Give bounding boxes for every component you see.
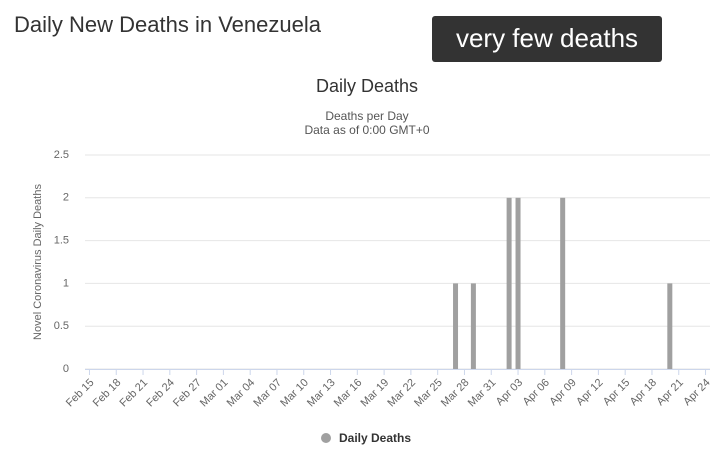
- x-tick-label: Mar 04: [225, 377, 258, 410]
- x-tick-label: Mar 07: [251, 377, 284, 410]
- bar: [470, 283, 476, 369]
- x-tick-label: Mar 22: [385, 377, 418, 410]
- x-tick-label: Apr 09: [547, 377, 578, 408]
- x-tick-label: Mar 10: [278, 377, 311, 410]
- y-tick-label: 2: [63, 192, 69, 204]
- x-tick-label: Mar 31: [466, 377, 499, 410]
- bar: [667, 283, 673, 369]
- legend-marker: [321, 433, 331, 443]
- x-tick-label: Apr 18: [628, 377, 659, 408]
- x-tick-label: Feb 18: [91, 377, 124, 410]
- x-tick-label: Mar 28: [439, 377, 472, 410]
- bar: [506, 197, 512, 369]
- chart-subtitle: Deaths per Day: [325, 109, 408, 123]
- x-tick-label: Mar 13: [305, 377, 338, 410]
- x-tick-label: Apr 15: [601, 377, 632, 408]
- bar: [560, 197, 566, 369]
- x-tick-label: Feb 24: [144, 377, 177, 410]
- y-tick-label: 0: [63, 363, 69, 375]
- bar: [453, 283, 459, 369]
- bar: [515, 197, 521, 369]
- chart-subtitle: Data as of 0:00 GMT+0: [304, 123, 429, 137]
- y-tick-label: 0.5: [54, 320, 69, 332]
- y-tick-label: 2.5: [54, 149, 69, 161]
- x-tick-label: Apr 06: [521, 377, 552, 408]
- x-tick-label: Mar 25: [412, 377, 445, 410]
- x-tick-label: Feb 27: [171, 377, 204, 410]
- badge: very few deaths: [456, 23, 638, 53]
- x-tick-label: Mar 01: [198, 377, 231, 410]
- x-tick-label: Apr 24: [681, 377, 712, 408]
- x-tick-label: Apr 03: [494, 377, 525, 408]
- legend-label[interactable]: Daily Deaths: [339, 431, 411, 445]
- x-tick-label: Feb 15: [64, 377, 97, 410]
- x-tick-label: Apr 21: [655, 377, 686, 408]
- y-axis-title: Novel Coronavirus Daily Deaths: [32, 184, 44, 340]
- x-tick-label: Mar 19: [359, 377, 392, 410]
- chart-title: Daily Deaths: [316, 76, 418, 96]
- y-tick-label: 1: [63, 277, 69, 289]
- x-tick-label: Apr 12: [574, 377, 605, 408]
- y-tick-label: 1.5: [54, 235, 69, 247]
- page-title: Daily New Deaths in Venezuela: [14, 12, 322, 37]
- x-tick-label: Feb 21: [118, 377, 151, 410]
- badge-bg: [432, 16, 662, 62]
- x-tick-label: Mar 16: [332, 377, 365, 410]
